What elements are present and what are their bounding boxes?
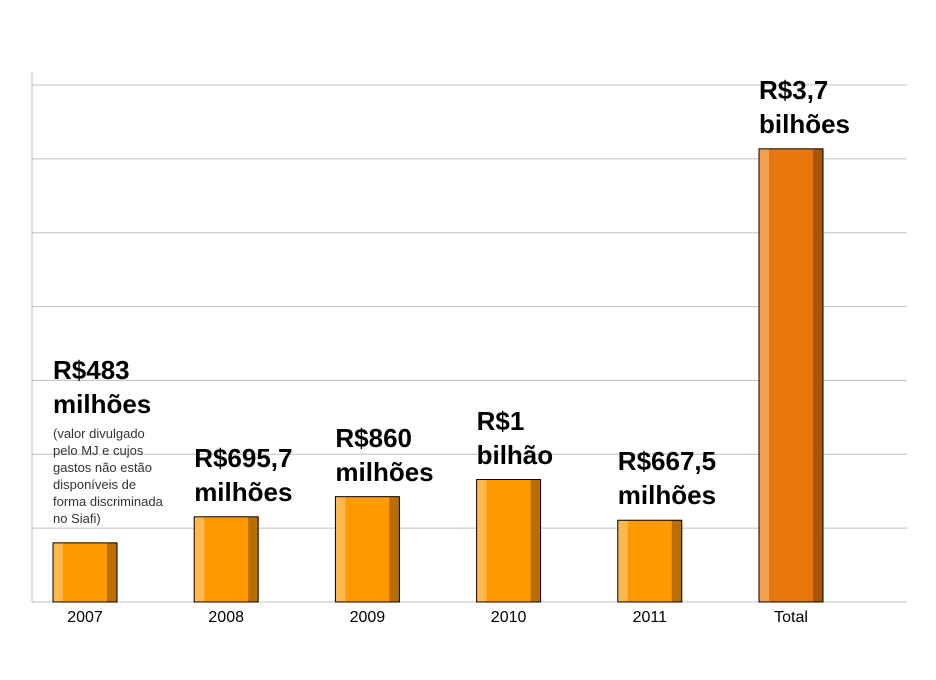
x-tick-label: 2007 [67,609,103,626]
bar-2007 [52,542,118,603]
x-tick-label: 2009 [349,609,386,626]
x-tick-label: 2010 [490,609,527,626]
annotation-note: (valor divulgado pelo MJ e cujos gastos … [53,425,163,526]
data-label-value: R$483 milhões [53,354,152,419]
data-label-value: R$860 milhões [335,422,434,487]
data-label: R$695,7 milhões [194,441,354,509]
bar-2009 [334,496,400,603]
data-label-value: R$695,7 milhões [194,442,293,507]
x-tick-label: 2008 [208,609,244,626]
bar-total [758,148,824,603]
data-label-value: R$3,7 bilhões [759,74,851,139]
bar-2010 [476,479,542,603]
x-tick-label: 2011 [632,609,667,626]
data-label: R$3,7 bilhões [759,73,919,141]
data-label: R$860 milhões [335,421,495,489]
data-label: R$483 milhões (valor divulgado pelo MJ e … [53,353,183,527]
bar-2008 [193,516,259,603]
data-label: R$667,5 milhões [618,444,778,512]
bar-2011 [617,519,683,603]
data-label: R$1 bilhão [477,404,637,472]
data-label-value: R$667,5 milhões [617,446,717,511]
x-tick-label: Total [774,609,808,626]
data-label-value: R$1 bilhão [476,405,554,470]
